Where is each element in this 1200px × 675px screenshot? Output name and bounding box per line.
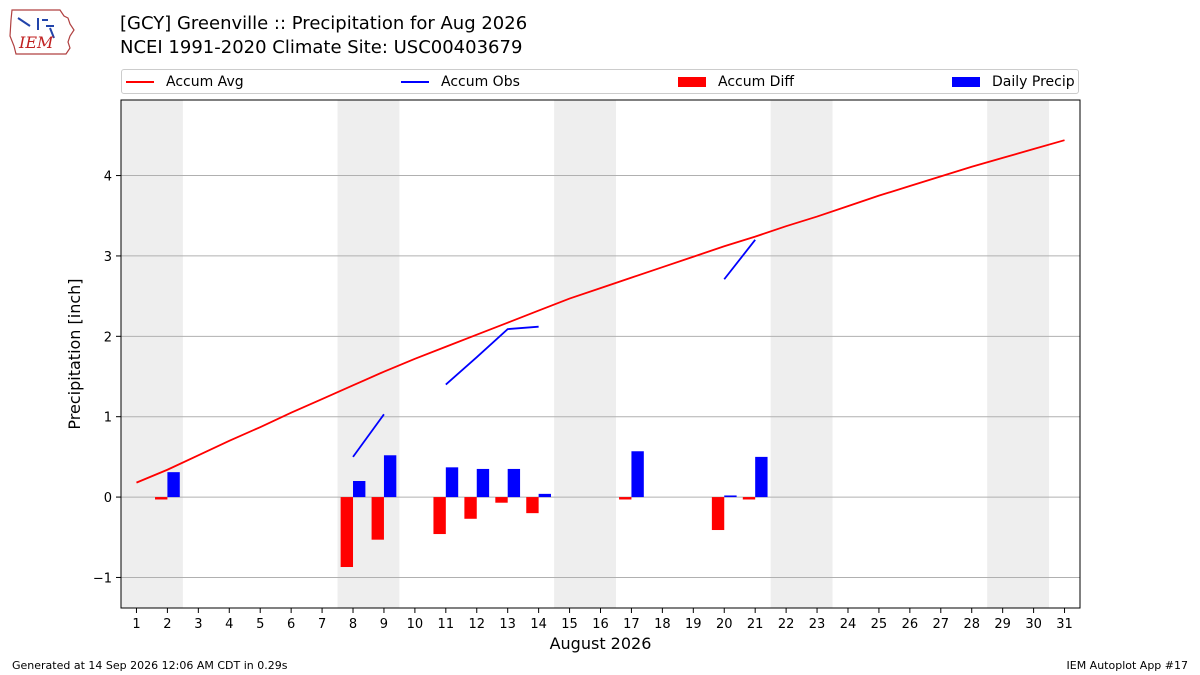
weekend-shade — [121, 100, 183, 608]
chart-title: [GCY] Greenville :: Precipitation for Au… — [120, 13, 528, 34]
legend-label: Accum Obs — [441, 74, 520, 90]
chart-legend: Accum Avg Accum Obs Accum Diff Daily Pre… — [121, 69, 1079, 94]
x-tick-label: 28 — [963, 617, 980, 632]
daily-precip-bar — [476, 468, 490, 498]
x-tick-label: 9 — [380, 617, 388, 632]
daily-precip-bar — [507, 468, 521, 498]
accum-obs-line — [352, 413, 385, 458]
x-tick-label: 7 — [318, 617, 326, 632]
x-tick-label: 5 — [256, 617, 264, 632]
x-tick-label: 19 — [685, 617, 702, 632]
daily-precip-bar — [631, 451, 644, 498]
x-tick-label: 29 — [994, 617, 1011, 632]
legend-bar-swatch-red — [678, 77, 706, 87]
y-tick-label: −1 — [93, 571, 112, 586]
legend-bar-swatch-blue — [952, 77, 980, 87]
accum-diff-bar — [340, 497, 354, 568]
logo-text: IEM — [18, 33, 54, 52]
accum-diff-bar — [433, 497, 446, 535]
x-tick-label: 2 — [163, 617, 171, 632]
x-tick-label: 11 — [438, 617, 455, 632]
x-tick-label: 13 — [499, 617, 516, 632]
daily-precip-bar — [538, 493, 552, 498]
x-tick-label: 3 — [194, 617, 202, 632]
x-tick-label: 15 — [561, 617, 578, 632]
weekend-shade — [554, 100, 616, 608]
legend-line-swatch-red — [126, 81, 154, 83]
iem-logo: IEM — [8, 6, 78, 60]
legend-item-accum-avg: Accum Avg — [126, 74, 244, 90]
accum-diff-bar — [711, 497, 725, 531]
daily-precip-bar — [724, 495, 737, 498]
accum-diff-bar — [155, 497, 168, 500]
plot-frame — [120, 99, 1081, 609]
iowa-state-outline-icon: IEM — [9, 9, 75, 55]
accum-obs-line — [445, 325, 539, 386]
x-tick-label: 8 — [349, 617, 357, 632]
x-tick-label: 31 — [1056, 617, 1073, 632]
x-tick-label: 18 — [654, 617, 671, 632]
x-tick-label: 27 — [933, 617, 950, 632]
daily-precip-bar — [383, 455, 397, 498]
x-tick-label: 23 — [809, 617, 826, 632]
x-tick-label: 25 — [871, 617, 888, 632]
legend-line-swatch-blue — [401, 81, 429, 83]
generated-timestamp: Generated at 14 Sep 2026 12:06 AM CDT in… — [12, 659, 288, 672]
x-tick-label: 20 — [716, 617, 733, 632]
x-tick-label: 24 — [840, 617, 857, 632]
daily-precip-bar — [167, 472, 180, 498]
x-tick-label: 30 — [1025, 617, 1042, 632]
x-tick-label: 26 — [902, 617, 919, 632]
accum-avg-line — [136, 139, 1065, 484]
daily-precip-bar — [353, 481, 366, 498]
x-tick-label: 16 — [592, 617, 609, 632]
daily-precip-bar — [445, 467, 459, 498]
accum-diff-bar — [742, 497, 756, 500]
x-tick-label: 17 — [623, 617, 640, 632]
legend-item-daily-precip: Daily Precip — [952, 74, 1075, 90]
legend-label: Accum Diff — [718, 74, 795, 90]
x-tick-label: 22 — [778, 617, 795, 632]
accum-diff-bar — [371, 497, 384, 540]
accum-diff-bar — [495, 497, 508, 503]
y-tick-label: 3 — [104, 250, 112, 265]
daily-precip-bar — [755, 456, 768, 498]
x-tick-label: 10 — [407, 617, 424, 632]
weekend-shade — [770, 100, 833, 608]
y-axis-label: Precipitation [inch] — [65, 278, 84, 429]
accum-diff-bar — [619, 497, 632, 500]
weekend-shade — [987, 100, 1050, 608]
x-axis-label: August 2026 — [550, 634, 652, 653]
x-tick-label: 21 — [747, 617, 764, 632]
app-credit: IEM Autoplot App #17 — [1066, 659, 1189, 672]
x-tick-label: 14 — [530, 617, 547, 632]
accum-obs-line — [723, 239, 756, 280]
y-tick-label: 4 — [104, 170, 112, 185]
legend-item-accum-diff: Accum Diff — [678, 74, 794, 90]
y-tick-label: 0 — [104, 491, 112, 506]
legend-item-accum-obs: Accum Obs — [401, 74, 520, 90]
legend-label: Accum Avg — [166, 74, 244, 90]
accum-diff-bar — [464, 497, 477, 519]
y-tick-label: 1 — [104, 411, 112, 426]
x-tick-label: 12 — [468, 617, 485, 632]
x-tick-label: 1 — [132, 617, 140, 632]
chart-subtitle: NCEI 1991-2020 Climate Site: USC00403679 — [120, 37, 523, 58]
y-tick-label: 2 — [104, 330, 112, 345]
x-tick-label: 6 — [287, 617, 295, 632]
x-tick-label: 4 — [225, 617, 233, 632]
accum-diff-bar — [526, 497, 539, 514]
legend-label: Daily Precip — [992, 74, 1075, 90]
